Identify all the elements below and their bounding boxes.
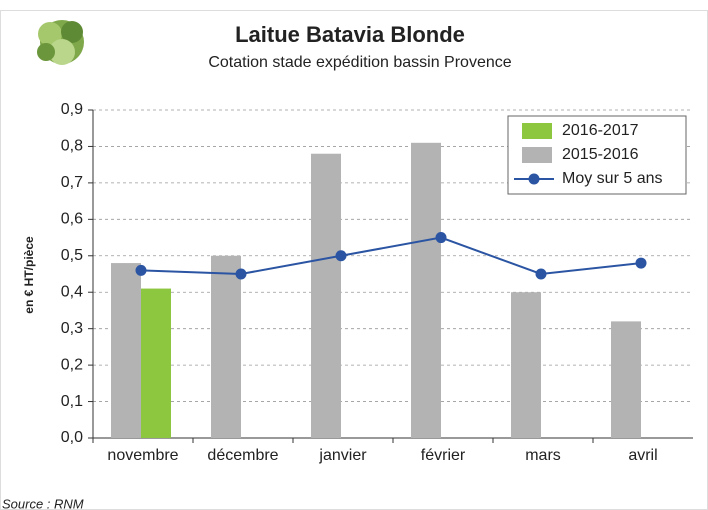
y-tick-label: 0,8: [61, 138, 83, 155]
y-tick-label: 0,6: [61, 211, 83, 228]
legend-label: 2016-2017: [562, 122, 639, 139]
y-tick-label: 0,7: [61, 174, 83, 191]
x-tick-label: décembre: [207, 447, 278, 464]
y-tick-label: 0,3: [61, 320, 83, 337]
chart-subtitle: Cotation stade expédition bassin Provenc…: [208, 54, 511, 71]
line-point: [635, 257, 647, 269]
line-point: [535, 268, 547, 280]
bar: [511, 292, 541, 438]
x-tick-label: novembre: [107, 447, 178, 464]
x-tick-label: avril: [628, 447, 657, 464]
x-tick-label: janvier: [318, 447, 367, 464]
bar: [411, 142, 441, 439]
y-tick-label: 0,0: [61, 429, 83, 446]
bar: [111, 263, 141, 438]
line-point: [335, 250, 347, 262]
frame: [0, 10, 708, 510]
y-tick-label: 0,2: [61, 356, 83, 373]
x-tick-label: février: [421, 447, 466, 464]
legend-swatch: [522, 123, 552, 139]
legend-swatch: [528, 173, 540, 185]
line-point: [135, 264, 147, 276]
y-axis-label: en € HT/pièce: [22, 236, 36, 314]
legend-swatch: [522, 147, 552, 163]
line-point: [435, 232, 447, 244]
bar: [211, 255, 241, 438]
y-tick-label: 0,1: [61, 393, 83, 410]
legend-label: Moy sur 5 ans: [562, 170, 662, 187]
y-tick-label: 0,5: [61, 247, 83, 264]
chart-title: Laitue Batavia Blonde: [235, 22, 465, 47]
y-tick-label: 0,9: [61, 101, 83, 118]
y-tick-label: 0,4: [61, 283, 83, 300]
lettuce-icon: [37, 20, 84, 65]
x-tick-label: mars: [525, 447, 561, 464]
bar: [311, 153, 341, 438]
line: [140, 236, 642, 276]
legend-label: 2015-2016: [562, 146, 639, 163]
bar: [141, 288, 171, 438]
line-point: [235, 268, 247, 280]
bar: [611, 321, 641, 438]
source: Source : RNM: [2, 496, 84, 510]
